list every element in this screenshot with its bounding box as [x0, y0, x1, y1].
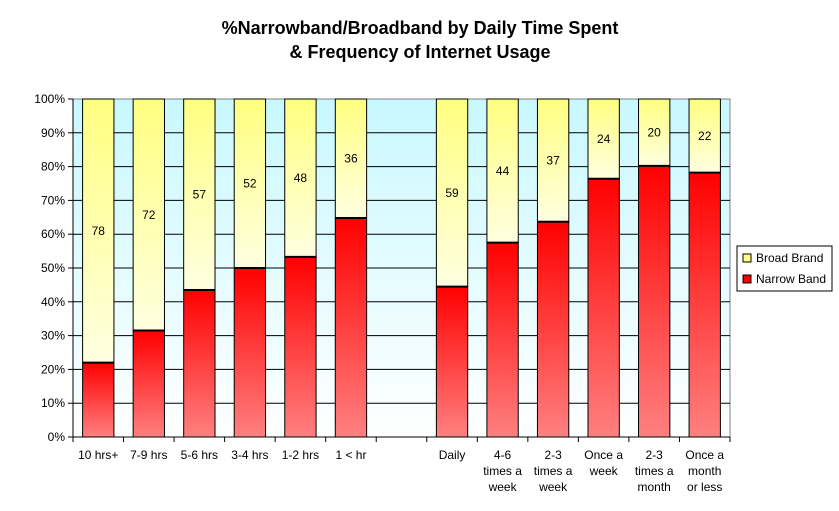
x-category-label: times a — [483, 464, 522, 478]
bar-broad-brand — [638, 98, 671, 167]
x-category-label: Once a — [685, 448, 724, 462]
data-label: 20 — [648, 125, 662, 139]
bars — [82, 98, 721, 438]
data-label: 72 — [142, 208, 156, 222]
x-category-label: 3-4 hrs — [231, 448, 268, 462]
x-category-label: times a — [635, 464, 674, 478]
data-label: 57 — [193, 187, 207, 201]
data-label: 48 — [294, 171, 308, 185]
bar-narrow-band — [587, 178, 620, 438]
y-tick-label: 40% — [41, 295, 65, 309]
data-label: 36 — [344, 151, 358, 165]
bar-broad-brand — [688, 98, 721, 174]
y-tick-label: 0% — [48, 430, 66, 444]
bar-broad-brand — [233, 98, 267, 269]
x-category-label: week — [538, 480, 568, 494]
legend-swatch-narrow-band — [742, 274, 752, 284]
y-tick-label: 10% — [41, 396, 65, 410]
x-category-label: 7-9 hrs — [130, 448, 167, 462]
bar-narrow-band — [233, 267, 267, 438]
bar-broad-brand — [183, 98, 216, 291]
bar-narrow-band — [334, 217, 368, 438]
bar-broad-brand — [284, 98, 317, 258]
bar-narrow-band — [82, 362, 115, 438]
bar-narrow-band — [183, 289, 216, 438]
y-tick-label: 80% — [41, 160, 65, 174]
x-category-label: times a — [534, 464, 573, 478]
bar-broad-brand — [435, 98, 469, 288]
data-label: 37 — [546, 153, 560, 167]
bar-narrow-band — [435, 286, 469, 438]
x-category-label: month — [638, 480, 671, 494]
x-category-label: 5-6 hrs — [181, 448, 218, 462]
bar-narrow-band — [536, 221, 570, 438]
bar-narrow-band — [284, 256, 317, 438]
gridlines — [73, 132, 730, 404]
y-tick-label: 50% — [41, 261, 65, 275]
y-tick-label: 90% — [41, 126, 65, 140]
legend-swatch-broad-brand — [742, 253, 752, 263]
y-tick-label: 20% — [41, 362, 65, 376]
bar-broad-brand — [536, 98, 570, 223]
y-axis: 0% 10% 20% 30% 40% 50% 60% 70% 80% 90% 100% — [34, 92, 74, 444]
data-label: 78 — [92, 224, 106, 238]
x-category-label: 2-3 — [646, 448, 664, 462]
data-label: 52 — [243, 177, 257, 191]
x-category-label: week — [589, 464, 619, 478]
x-category-label: week — [488, 480, 518, 494]
x-category-label: 1-2 hrs — [282, 448, 319, 462]
chart-title-line-1: %Narrowband/Broadband by Daily Time Spen… — [222, 18, 619, 38]
x-category-label: Once a — [584, 448, 623, 462]
bar-broad-brand — [486, 98, 519, 244]
chart-title-line-2: & Frequency of Internet Usage — [289, 42, 550, 62]
y-tick-label: 60% — [41, 227, 65, 241]
x-category-label: or less — [687, 480, 722, 494]
bar-narrow-band — [638, 165, 671, 438]
bar-broad-brand — [132, 98, 165, 332]
x-category-label: 1 < hr — [335, 448, 366, 462]
data-labels: 78 72 57 52 48 36 59 44 37 24 20 22 — [92, 125, 712, 237]
legend-label-broad-brand: Broad Brand — [756, 251, 823, 265]
x-category-label: 10 hrs+ — [78, 448, 118, 462]
legend: Broad Brand Narrow Band — [736, 245, 833, 292]
legend-label-narrow-band: Narrow Band — [756, 272, 826, 286]
y-tick-label: 70% — [41, 193, 65, 207]
y-tick-label: 30% — [41, 329, 65, 343]
bar-narrow-band — [132, 330, 165, 438]
data-label: 44 — [496, 164, 510, 178]
data-label: 59 — [445, 186, 459, 200]
x-category-label: 4-6 — [494, 448, 512, 462]
x-category-label: month — [688, 464, 721, 478]
x-category-label: 2-3 — [544, 448, 562, 462]
data-label: 22 — [698, 129, 712, 143]
x-axis: 10 hrs+ 7-9 hrs 5-6 hrs 3-4 hrs 1-2 hrs 1 < h… — [72, 436, 731, 494]
x-category-label: Daily — [439, 448, 466, 462]
data-label: 24 — [597, 132, 611, 146]
legend-box — [736, 245, 833, 292]
y-tick-label: 100% — [34, 92, 65, 106]
bar-narrow-band — [688, 172, 721, 438]
bar-narrow-band — [486, 242, 519, 438]
